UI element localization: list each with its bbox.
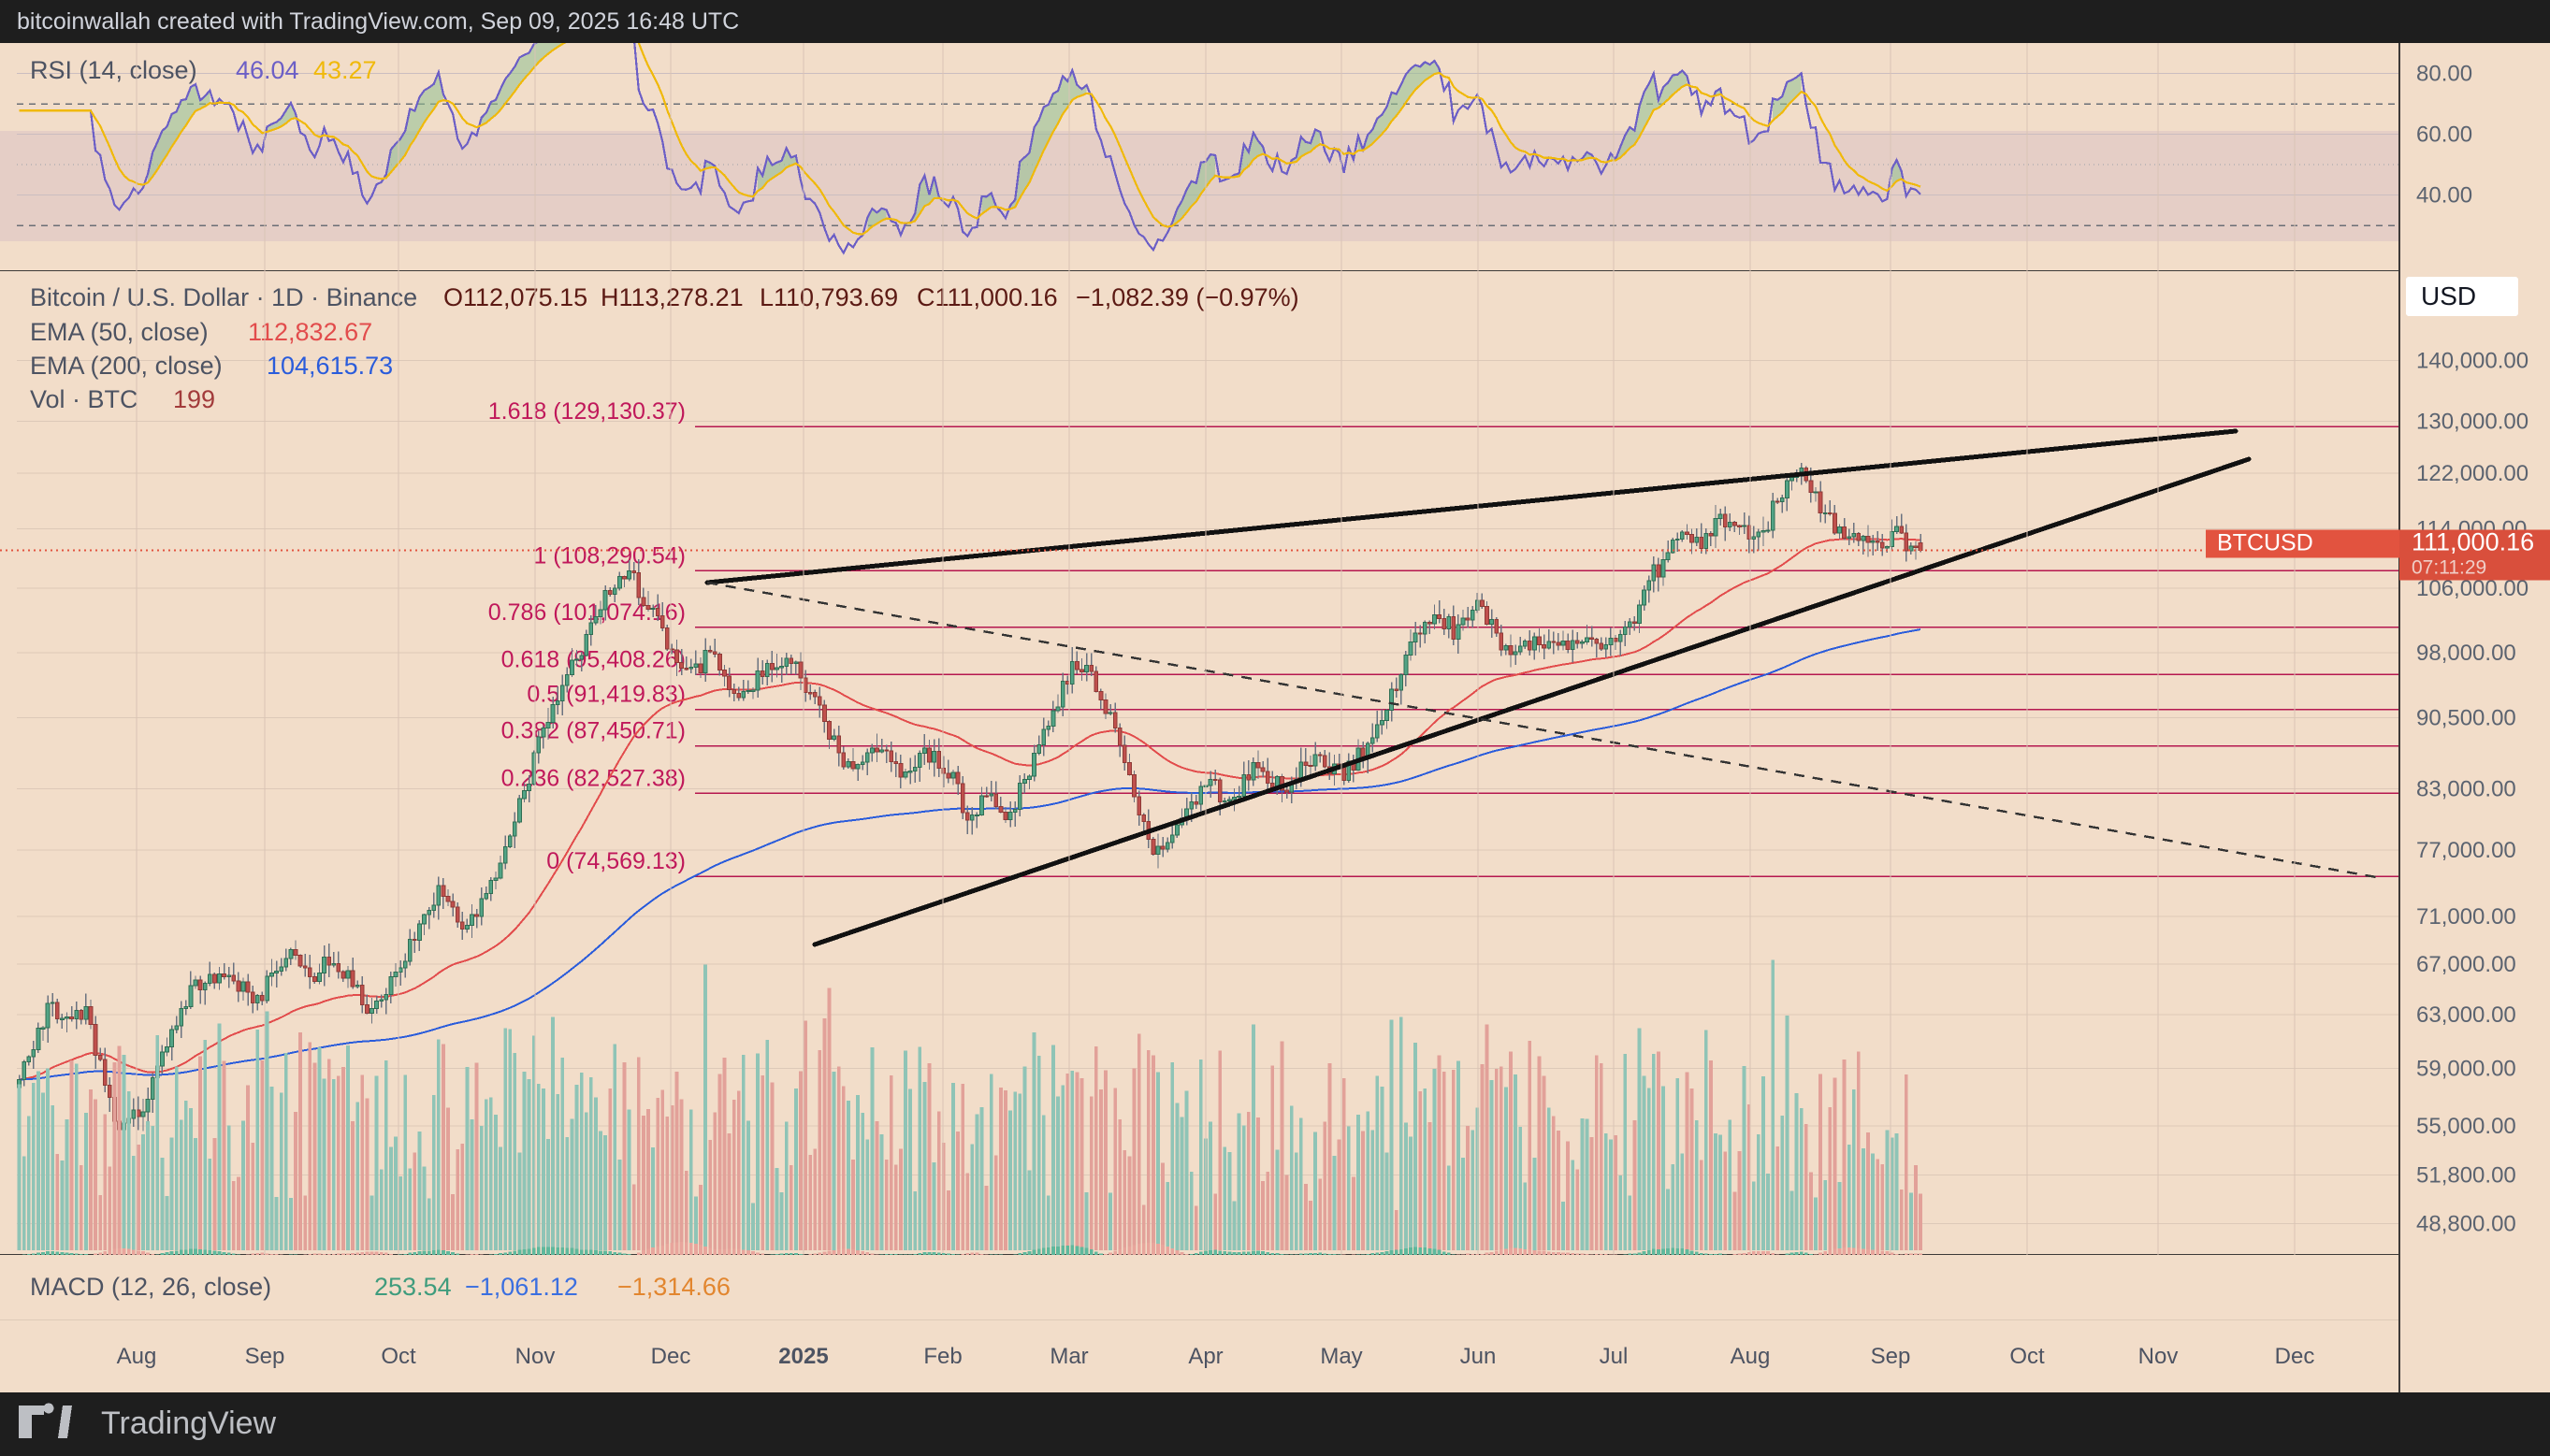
svg-text:46.04: 46.04 <box>236 56 299 84</box>
svg-text:51,800.00: 51,800.00 <box>2416 1162 2516 1188</box>
svg-text:48,800.00: 48,800.00 <box>2416 1212 2516 1237</box>
svg-text:Jun: Jun <box>1460 1344 1497 1369</box>
svg-text:Vol · BTC: Vol · BTC <box>30 385 138 413</box>
svg-text:−1,314.66: −1,314.66 <box>617 1273 731 1301</box>
svg-text:140,000.00: 140,000.00 <box>2416 348 2528 373</box>
svg-text:−1,061.12: −1,061.12 <box>465 1273 578 1301</box>
svg-text:H113,278.21: H113,278.21 <box>601 283 744 311</box>
svg-text:Oct: Oct <box>2009 1344 2045 1369</box>
svg-text:TradingView: TradingView <box>101 1406 277 1441</box>
svg-text:Sep: Sep <box>1871 1344 1911 1369</box>
svg-text:Nov: Nov <box>515 1344 556 1369</box>
svg-text:Jul: Jul <box>1600 1344 1629 1369</box>
svg-text:0.382 (87,450.71): 0.382 (87,450.71) <box>501 718 686 744</box>
svg-text:83,000.00: 83,000.00 <box>2416 776 2516 801</box>
svg-text:Apr: Apr <box>1188 1344 1223 1369</box>
svg-text:55,000.00: 55,000.00 <box>2416 1114 2516 1139</box>
svg-text:EMA (50, close): EMA (50, close) <box>30 318 209 346</box>
svg-text:C111,000.16: C111,000.16 <box>917 283 1058 311</box>
svg-text:BTCUSD: BTCUSD <box>2217 530 2313 556</box>
svg-text:112,832.67: 112,832.67 <box>248 318 372 346</box>
svg-text:0.618 (95,408.26): 0.618 (95,408.26) <box>501 646 686 672</box>
svg-text:Aug: Aug <box>1731 1344 1771 1369</box>
svg-text:Oct: Oct <box>381 1344 416 1369</box>
svg-text:130,000.00: 130,000.00 <box>2416 409 2528 434</box>
svg-text:60.00: 60.00 <box>2416 123 2472 148</box>
svg-text:253.54: 253.54 <box>374 1273 452 1301</box>
svg-text:USD: USD <box>2421 281 2476 310</box>
svg-text:May: May <box>1320 1344 1362 1369</box>
svg-text:111,000.16: 111,000.16 <box>2412 528 2534 556</box>
svg-text:L110,793.69: L110,793.69 <box>760 283 898 311</box>
svg-text:−1,082.39 (−0.97%): −1,082.39 (−0.97%) <box>1076 283 1299 311</box>
svg-text:EMA (200, close): EMA (200, close) <box>30 352 223 380</box>
svg-text:122,000.00: 122,000.00 <box>2416 461 2528 486</box>
svg-text:bitcoinwallah created with Tra: bitcoinwallah created with TradingView.c… <box>17 8 739 35</box>
svg-text:Mar: Mar <box>1050 1344 1088 1369</box>
svg-text:59,000.00: 59,000.00 <box>2416 1056 2516 1081</box>
svg-text:0.5 (91,419.83): 0.5 (91,419.83) <box>527 682 686 708</box>
svg-text:98,000.00: 98,000.00 <box>2416 641 2516 666</box>
svg-text:Bitcoin / U.S. Dollar · 1D · B: Bitcoin / U.S. Dollar · 1D · Binance <box>30 283 417 311</box>
svg-text:2025: 2025 <box>778 1344 828 1369</box>
svg-text:07:11:29: 07:11:29 <box>2412 557 2486 579</box>
svg-text:Nov: Nov <box>2138 1344 2179 1369</box>
svg-text:MACD (12, 26, close): MACD (12, 26, close) <box>30 1273 271 1301</box>
svg-text:RSI (14, close): RSI (14, close) <box>30 56 197 84</box>
svg-text:Dec: Dec <box>2275 1344 2315 1369</box>
svg-text:67,000.00: 67,000.00 <box>2416 952 2516 977</box>
svg-text:43.27: 43.27 <box>313 56 377 84</box>
svg-text:40.00: 40.00 <box>2416 183 2472 209</box>
svg-text:71,000.00: 71,000.00 <box>2416 904 2516 930</box>
svg-text:199: 199 <box>173 385 215 413</box>
svg-text:80.00: 80.00 <box>2416 62 2472 87</box>
svg-text:90,500.00: 90,500.00 <box>2416 706 2516 731</box>
svg-text:Dec: Dec <box>651 1344 691 1369</box>
svg-text:O112,075.15: O112,075.15 <box>443 283 587 311</box>
svg-text:1.618 (129,130.37): 1.618 (129,130.37) <box>488 398 686 425</box>
svg-text:Aug: Aug <box>117 1344 157 1369</box>
svg-text:77,000.00: 77,000.00 <box>2416 838 2516 863</box>
svg-text:Sep: Sep <box>245 1344 285 1369</box>
svg-text:104,615.73: 104,615.73 <box>267 352 393 380</box>
svg-text:63,000.00: 63,000.00 <box>2416 1002 2516 1028</box>
svg-text:1 (108,290.54): 1 (108,290.54) <box>533 542 686 569</box>
svg-text:Feb: Feb <box>923 1344 962 1369</box>
